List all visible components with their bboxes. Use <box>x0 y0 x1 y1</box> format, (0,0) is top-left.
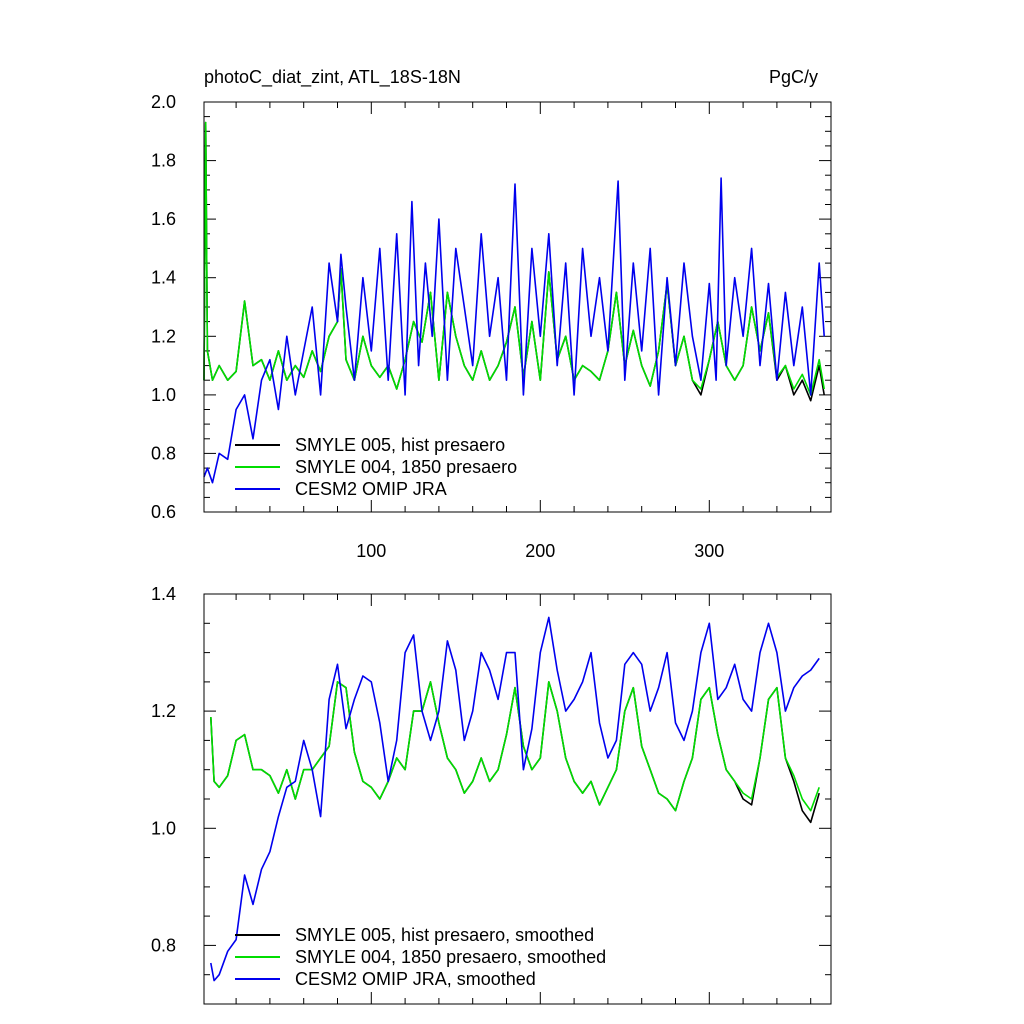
series-line <box>210 681 820 812</box>
legend-label: SMYLE 004, 1850 presaero, smoothed <box>295 947 606 967</box>
y-tick-label: 1.0 <box>151 385 176 405</box>
top-series-lines <box>203 121 825 484</box>
legend-label: CESM2 OMIP JRA, smoothed <box>295 969 536 989</box>
legend-label: SMYLE 005, hist presaero <box>295 435 505 455</box>
y-tick-label: 1.2 <box>151 701 176 721</box>
bottom-legend: SMYLE 005, hist presaero, smoothedSMYLE … <box>235 925 606 989</box>
chart-units: PgC/y <box>769 67 818 87</box>
y-tick-label: 1.4 <box>151 584 176 604</box>
legend-label: CESM2 OMIP JRA <box>295 479 447 499</box>
bottom-plot-frame <box>203 593 832 1005</box>
top-plot-frame <box>203 101 832 513</box>
bottom-ticks <box>204 593 831 1005</box>
series-line <box>210 616 820 982</box>
y-tick-label: 1.2 <box>151 326 176 346</box>
y-tick-label: 0.8 <box>151 443 176 463</box>
top-y-tick-labels: 0.6 0.8 1.0 1.2 1.4 1.6 1.8 2.0 <box>151 92 176 522</box>
x-tick-label: 300 <box>694 541 724 561</box>
y-tick-label: 1.8 <box>151 151 176 171</box>
legend-label: SMYLE 004, 1850 presaero <box>295 457 517 477</box>
x-tick-label: 200 <box>525 541 555 561</box>
y-tick-label: 0.6 <box>151 502 176 522</box>
top-x-tick-labels: 100 200 300 <box>356 541 724 561</box>
top-panel: 0.6 0.8 1.0 1.2 1.4 1.6 1.8 2.0 100 200 300 SMYLE… <box>151 92 832 561</box>
series-line <box>203 177 825 484</box>
bottom-panel: 0.8 1.0 1.2 1.4 SMYLE 005, hist presaero, s… <box>151 584 832 1005</box>
chart-title: photoC_diat_zint, ATL_18S-18N <box>204 67 461 88</box>
x-tick-label: 100 <box>356 541 386 561</box>
series-line <box>203 121 825 402</box>
legend-label: SMYLE 005, hist presaero, smoothed <box>295 925 594 945</box>
bottom-y-tick-labels: 0.8 1.0 1.2 1.4 <box>151 584 176 955</box>
y-tick-label: 2.0 <box>151 92 176 112</box>
y-tick-label: 0.8 <box>151 935 176 955</box>
y-tick-label: 1.6 <box>151 209 176 229</box>
y-tick-label: 1.4 <box>151 268 176 288</box>
bottom-series-lines <box>210 616 820 982</box>
y-tick-label: 1.0 <box>151 818 176 838</box>
series-line <box>203 121 825 396</box>
